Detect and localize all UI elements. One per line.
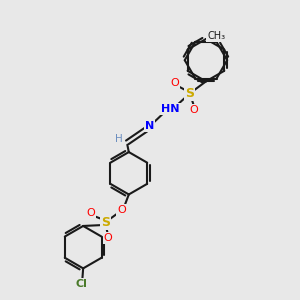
Text: CH₃: CH₃ bbox=[207, 31, 225, 41]
Text: O: O bbox=[117, 205, 126, 215]
Text: S: S bbox=[185, 87, 194, 100]
Text: Cl: Cl bbox=[76, 279, 88, 289]
Text: O: O bbox=[170, 79, 179, 88]
Text: O: O bbox=[104, 233, 112, 243]
Text: H: H bbox=[115, 134, 123, 144]
Text: HN: HN bbox=[161, 104, 180, 114]
Text: O: O bbox=[190, 105, 199, 115]
Text: O: O bbox=[86, 208, 95, 218]
Text: S: S bbox=[101, 216, 110, 229]
Text: N: N bbox=[145, 121, 154, 131]
